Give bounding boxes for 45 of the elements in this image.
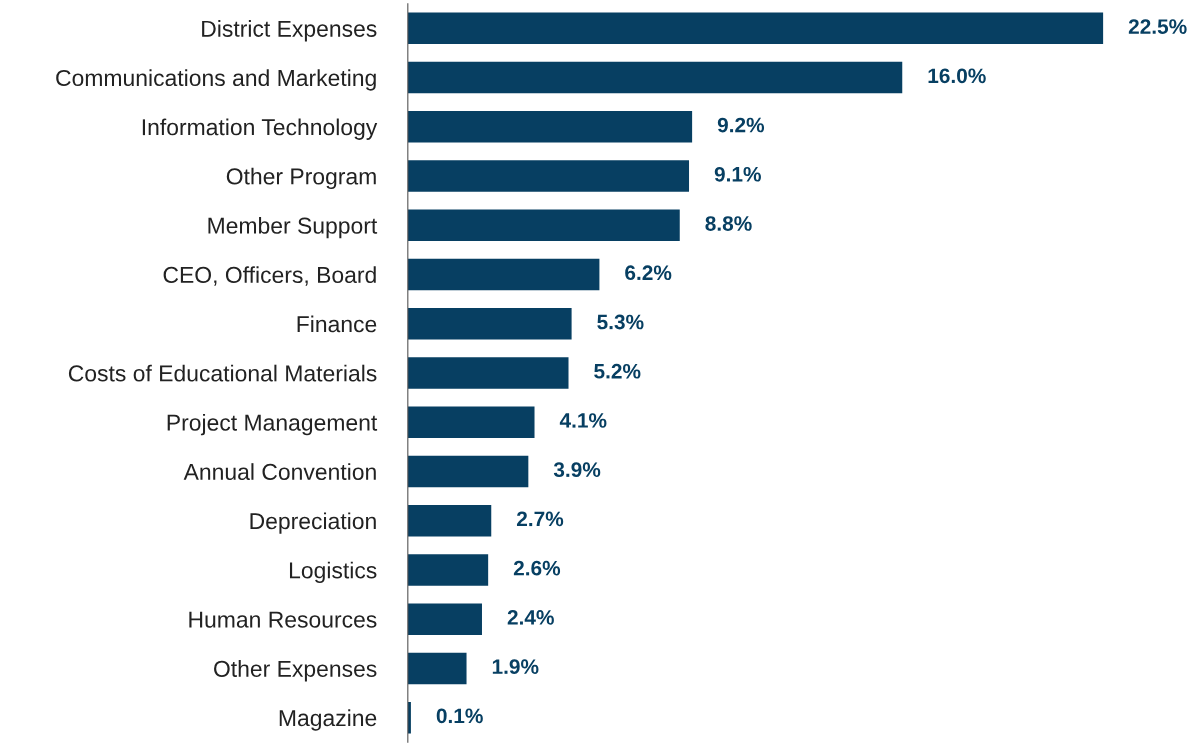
bar bbox=[407, 160, 690, 192]
data-label: 8.8% bbox=[705, 216, 752, 231]
data-label: 2.7% bbox=[516, 511, 564, 527]
y-tick-label: Depreciation bbox=[250, 512, 376, 534]
bar bbox=[407, 701, 411, 734]
data-label: 5.3% bbox=[597, 314, 644, 330]
y-tick-label: Other Expenses bbox=[214, 660, 377, 682]
bar bbox=[407, 308, 572, 340]
y-tick-label: Member Support bbox=[208, 216, 378, 239]
data-label: 1.9% bbox=[492, 659, 539, 675]
bar bbox=[407, 357, 569, 389]
y-tick-label: Magazine bbox=[279, 709, 377, 731]
data-label: 5.2% bbox=[594, 363, 641, 379]
y-tick-label: Project Management bbox=[167, 413, 378, 436]
data-label: 9.2% bbox=[717, 117, 765, 133]
data-label: 9.1% bbox=[714, 166, 761, 182]
bar bbox=[407, 603, 482, 635]
y-tick-label: Information Technology bbox=[142, 118, 378, 140]
y-tick-label: Human Resources bbox=[189, 611, 377, 628]
data-label: 2.4% bbox=[507, 610, 554, 625]
y-tick-label: Other Program bbox=[226, 167, 376, 190]
y-tick-label: Finance bbox=[297, 315, 377, 333]
bar bbox=[407, 504, 492, 537]
data-label: 6.2% bbox=[625, 265, 672, 281]
bar bbox=[407, 258, 600, 291]
bar bbox=[407, 111, 693, 143]
data-label: 4.1% bbox=[559, 413, 607, 428]
data-label: 22.5% bbox=[1128, 19, 1187, 34]
bar bbox=[407, 406, 535, 438]
y-tick-label: Communications and Marketing bbox=[56, 69, 376, 91]
bar bbox=[407, 12, 1104, 45]
y-tick-label: District Expenses bbox=[202, 20, 377, 42]
y-tick-label: Annual Convention bbox=[183, 463, 376, 480]
data-label: 16.0% bbox=[928, 68, 986, 84]
data-label: 2.6% bbox=[513, 560, 561, 576]
bar bbox=[407, 61, 903, 94]
y-tick-label: Costs of Educational Materials bbox=[68, 364, 377, 382]
bar bbox=[407, 554, 489, 586]
bar bbox=[407, 652, 467, 685]
data-label: 3.9% bbox=[553, 462, 601, 478]
bar bbox=[407, 455, 529, 488]
data-label: 0.1% bbox=[436, 708, 483, 724]
bar bbox=[407, 209, 680, 242]
y-tick-label: CEO, Officers, Board bbox=[163, 266, 376, 286]
y-tick-label: Logistics bbox=[289, 561, 377, 583]
